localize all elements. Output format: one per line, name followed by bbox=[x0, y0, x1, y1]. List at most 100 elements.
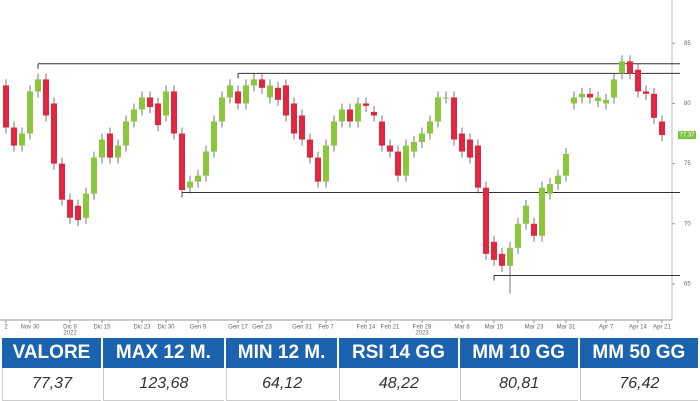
last-price-label: 77.37 bbox=[679, 133, 695, 139]
value-cell: 48,22 bbox=[339, 368, 458, 401]
candle-body bbox=[195, 175, 201, 182]
x-tick-label: Mar 31 bbox=[557, 325, 576, 331]
candle-body bbox=[323, 145, 329, 182]
value-cell: 123,68 bbox=[102, 368, 224, 401]
candle-body bbox=[99, 139, 105, 158]
candle-body bbox=[403, 145, 409, 176]
candle-body bbox=[307, 139, 313, 158]
y-tick-label: 70 bbox=[684, 221, 691, 227]
x-tick-label: Gen 17 bbox=[228, 325, 248, 331]
candle-body bbox=[427, 121, 433, 134]
x-tick-label: Apr 14 bbox=[629, 325, 647, 331]
stats-table: VALORE MAX 12 M. MIN 12 M. RSI 14 GG MM 10 G… bbox=[0, 338, 700, 401]
candle-body bbox=[443, 97, 449, 99]
table-body: 77,37 123,68 64,12 48,22 80,81 76,42 bbox=[2, 368, 698, 401]
header-cell: MAX 12 M. bbox=[102, 338, 224, 368]
candle-body bbox=[251, 79, 257, 86]
candle-body bbox=[123, 121, 129, 146]
candle-body bbox=[539, 187, 545, 236]
candle-body bbox=[531, 223, 537, 236]
candle-body bbox=[419, 133, 425, 142]
candle-body bbox=[171, 91, 177, 134]
candle-body bbox=[83, 193, 89, 218]
candle-body bbox=[3, 85, 9, 128]
x-tick-label: Feb 28 bbox=[413, 325, 432, 331]
candle-body bbox=[91, 157, 97, 194]
candle-body bbox=[227, 85, 233, 98]
header-cell: MIN 12 M. bbox=[225, 338, 338, 368]
x-tick-label: Mar 15 bbox=[485, 325, 504, 331]
candle-body bbox=[635, 69, 641, 92]
value-cell: 76,42 bbox=[579, 368, 698, 401]
candle-body bbox=[75, 205, 81, 221]
candle-body bbox=[515, 223, 521, 248]
candle-body bbox=[579, 93, 585, 98]
last-price-tag bbox=[678, 131, 696, 140]
candle-body bbox=[491, 241, 497, 260]
candle-body bbox=[507, 247, 513, 266]
candle-body bbox=[211, 121, 217, 152]
x-tick-label: Dic 8 bbox=[63, 325, 77, 331]
candle-body bbox=[67, 199, 73, 218]
y-tick-label: 85 bbox=[684, 41, 691, 47]
candle-body bbox=[411, 141, 417, 152]
candle-body bbox=[59, 163, 65, 200]
candle-body bbox=[523, 205, 529, 224]
candle-body bbox=[627, 61, 633, 74]
header-cell: MM 50 GG bbox=[579, 338, 698, 368]
candle-body bbox=[187, 181, 193, 188]
header-cell: RSI 14 GG bbox=[339, 338, 458, 368]
candle-body bbox=[139, 97, 145, 110]
year-label: 2023 bbox=[415, 331, 429, 336]
x-tick-label: Dic 23 bbox=[133, 325, 151, 331]
x-tick-label: Feb 7 bbox=[318, 325, 334, 331]
candle-body bbox=[43, 79, 49, 116]
candle-body bbox=[107, 133, 113, 158]
candle-body bbox=[459, 133, 465, 152]
candle-body bbox=[619, 61, 625, 74]
candle-body bbox=[203, 151, 209, 176]
y-tick-label: 75 bbox=[684, 161, 691, 167]
x-tick-label: Apr 7 bbox=[599, 325, 614, 331]
value-cell: 77,37 bbox=[2, 368, 101, 401]
candle-body bbox=[563, 153, 569, 176]
x-tick-label: Apr 21 bbox=[653, 325, 671, 331]
header-cell: VALORE bbox=[2, 338, 101, 368]
candle-body bbox=[19, 133, 25, 146]
candle-body bbox=[395, 151, 401, 176]
candle-body bbox=[219, 97, 225, 122]
y-tick-label: 80 bbox=[684, 101, 691, 107]
candle-body bbox=[435, 97, 441, 122]
candle-body bbox=[347, 109, 353, 122]
x-tick-label: Dic 30 bbox=[157, 325, 175, 331]
candle-body bbox=[475, 145, 481, 188]
candle-body bbox=[547, 184, 553, 194]
candle-body bbox=[387, 145, 393, 152]
candle-body bbox=[651, 93, 657, 118]
candle-body bbox=[179, 133, 185, 191]
y-tick-label: 65 bbox=[684, 281, 691, 287]
x-tick-label: Mar 23 bbox=[525, 325, 544, 331]
candle-body bbox=[499, 253, 505, 266]
candle-body bbox=[611, 79, 617, 98]
x-tick-label: Feb 14 bbox=[357, 325, 376, 331]
candle-body bbox=[643, 91, 649, 94]
candle-body bbox=[339, 109, 345, 122]
candle-body bbox=[363, 103, 369, 106]
candle-body bbox=[451, 97, 457, 140]
candle-body bbox=[371, 111, 377, 116]
candle-body bbox=[483, 187, 489, 254]
candle-body bbox=[659, 121, 665, 136]
candle-body bbox=[571, 97, 577, 104]
candle-body bbox=[315, 157, 321, 182]
x-tick-label: Gen 31 bbox=[292, 325, 312, 331]
candle-body bbox=[467, 139, 473, 158]
candle-body bbox=[587, 93, 593, 98]
x-tick-label: Feb 21 bbox=[381, 325, 400, 331]
candle-body bbox=[331, 121, 337, 146]
value-row: 77,37 123,68 64,12 48,22 80,81 76,42 bbox=[2, 368, 698, 401]
x-tick-label: Nov 30 bbox=[20, 325, 40, 331]
candle-body bbox=[163, 91, 169, 116]
candle-body bbox=[35, 79, 41, 92]
